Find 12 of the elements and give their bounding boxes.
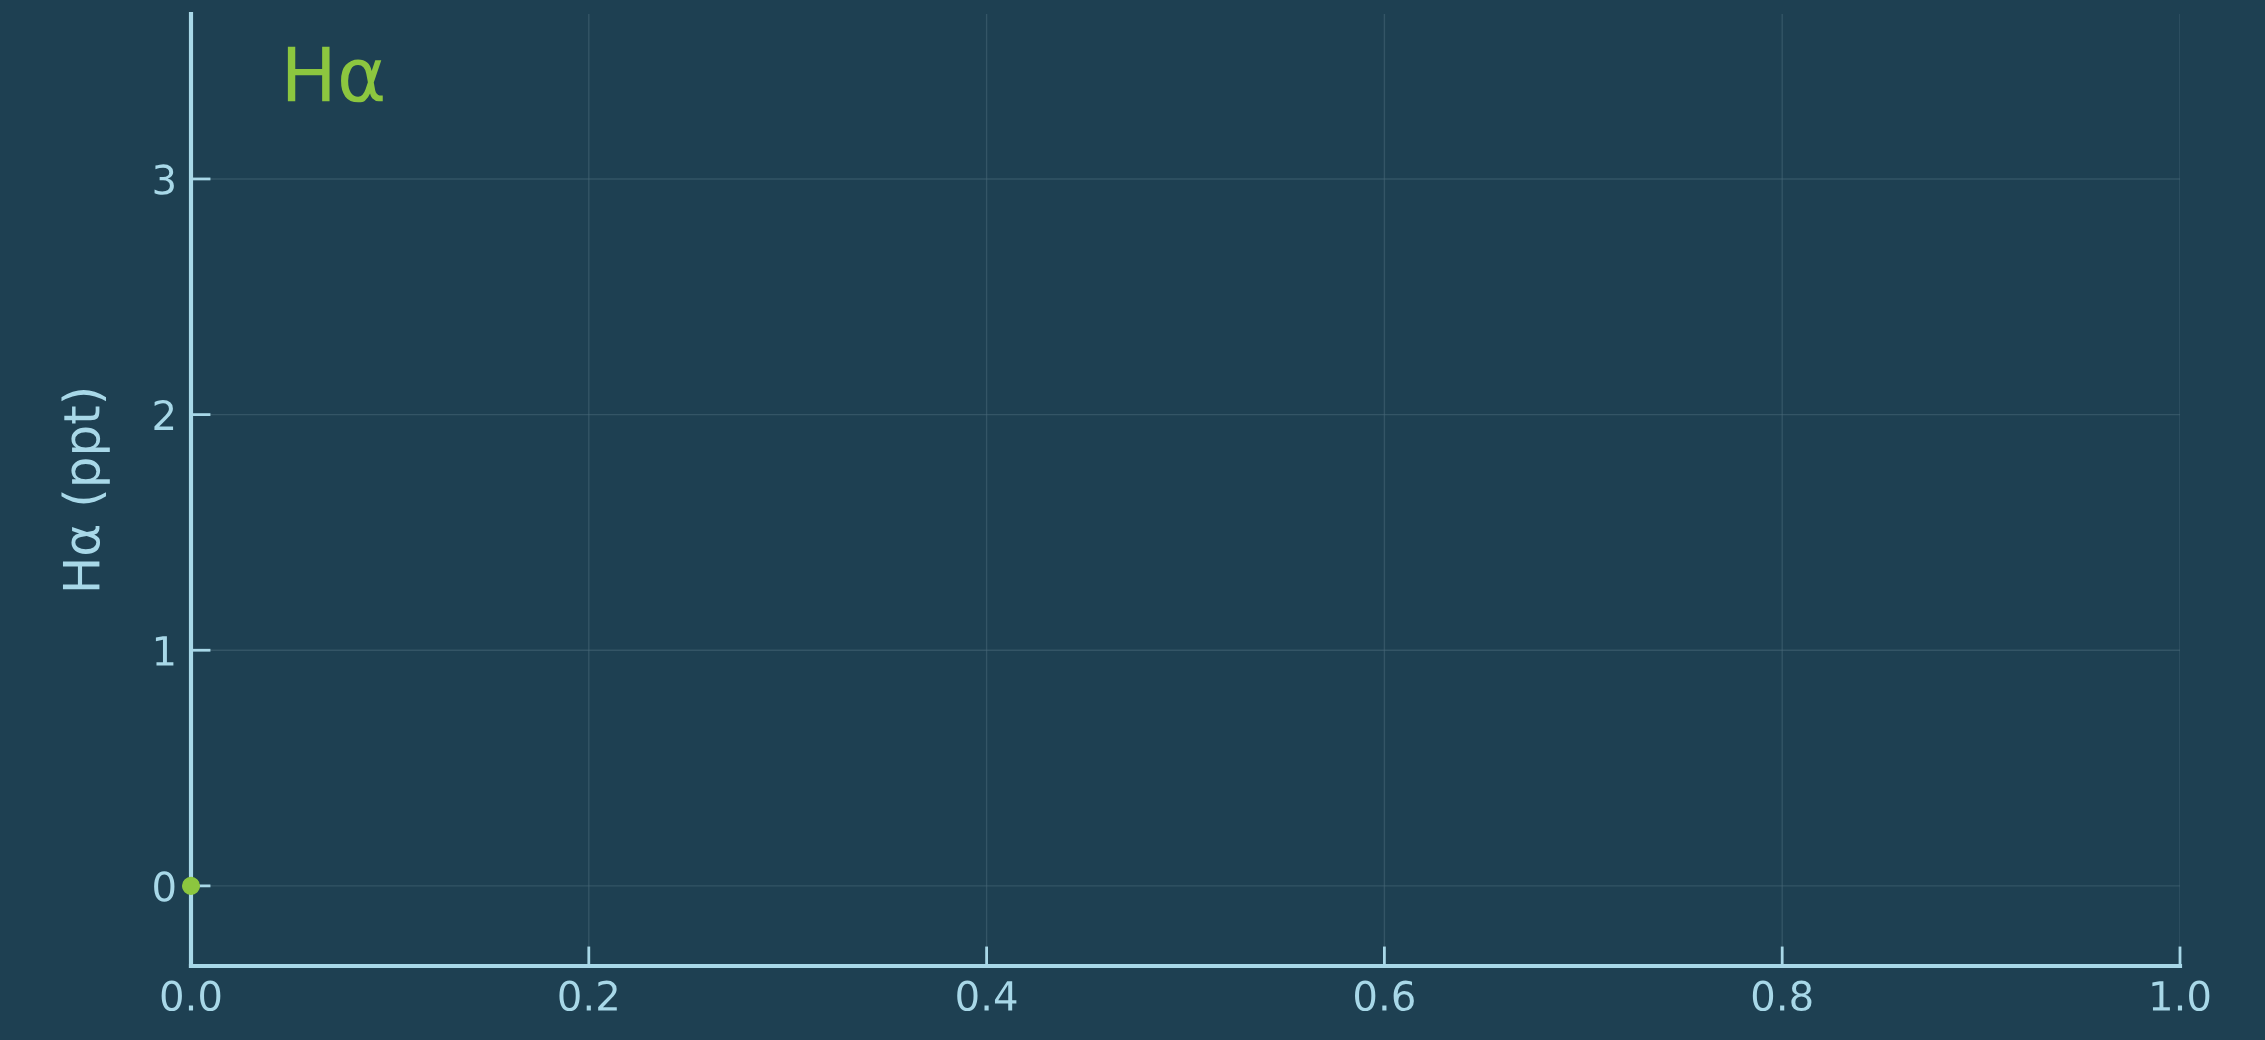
y-tick-label: 3 xyxy=(154,164,174,195)
x-tick-label: 0.4 xyxy=(957,980,1017,1012)
x-tick-label: 0.6 xyxy=(1355,980,1414,1012)
y-tick-label: 0 xyxy=(154,871,175,902)
y-axis-title: Hα (ppt) xyxy=(61,390,110,590)
y-tick-label: 2 xyxy=(154,400,174,430)
x-tick-label: 0.0 xyxy=(161,980,221,1012)
x-tick-label: 0.2 xyxy=(559,980,617,1012)
text: Hα xyxy=(287,46,383,103)
x-tick-label: 1.0 xyxy=(2152,980,2210,1012)
y-tick-label: 1 xyxy=(155,636,174,666)
x-tick-label: 0.8 xyxy=(1752,980,1812,1012)
